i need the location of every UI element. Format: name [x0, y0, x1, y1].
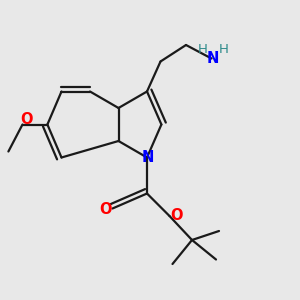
- Text: O: O: [170, 208, 182, 223]
- Text: H: H: [198, 43, 207, 56]
- Text: N: N: [207, 51, 220, 66]
- Text: N: N: [142, 150, 154, 165]
- Text: O: O: [20, 112, 32, 127]
- Text: O: O: [99, 202, 111, 217]
- Text: H: H: [219, 43, 229, 56]
